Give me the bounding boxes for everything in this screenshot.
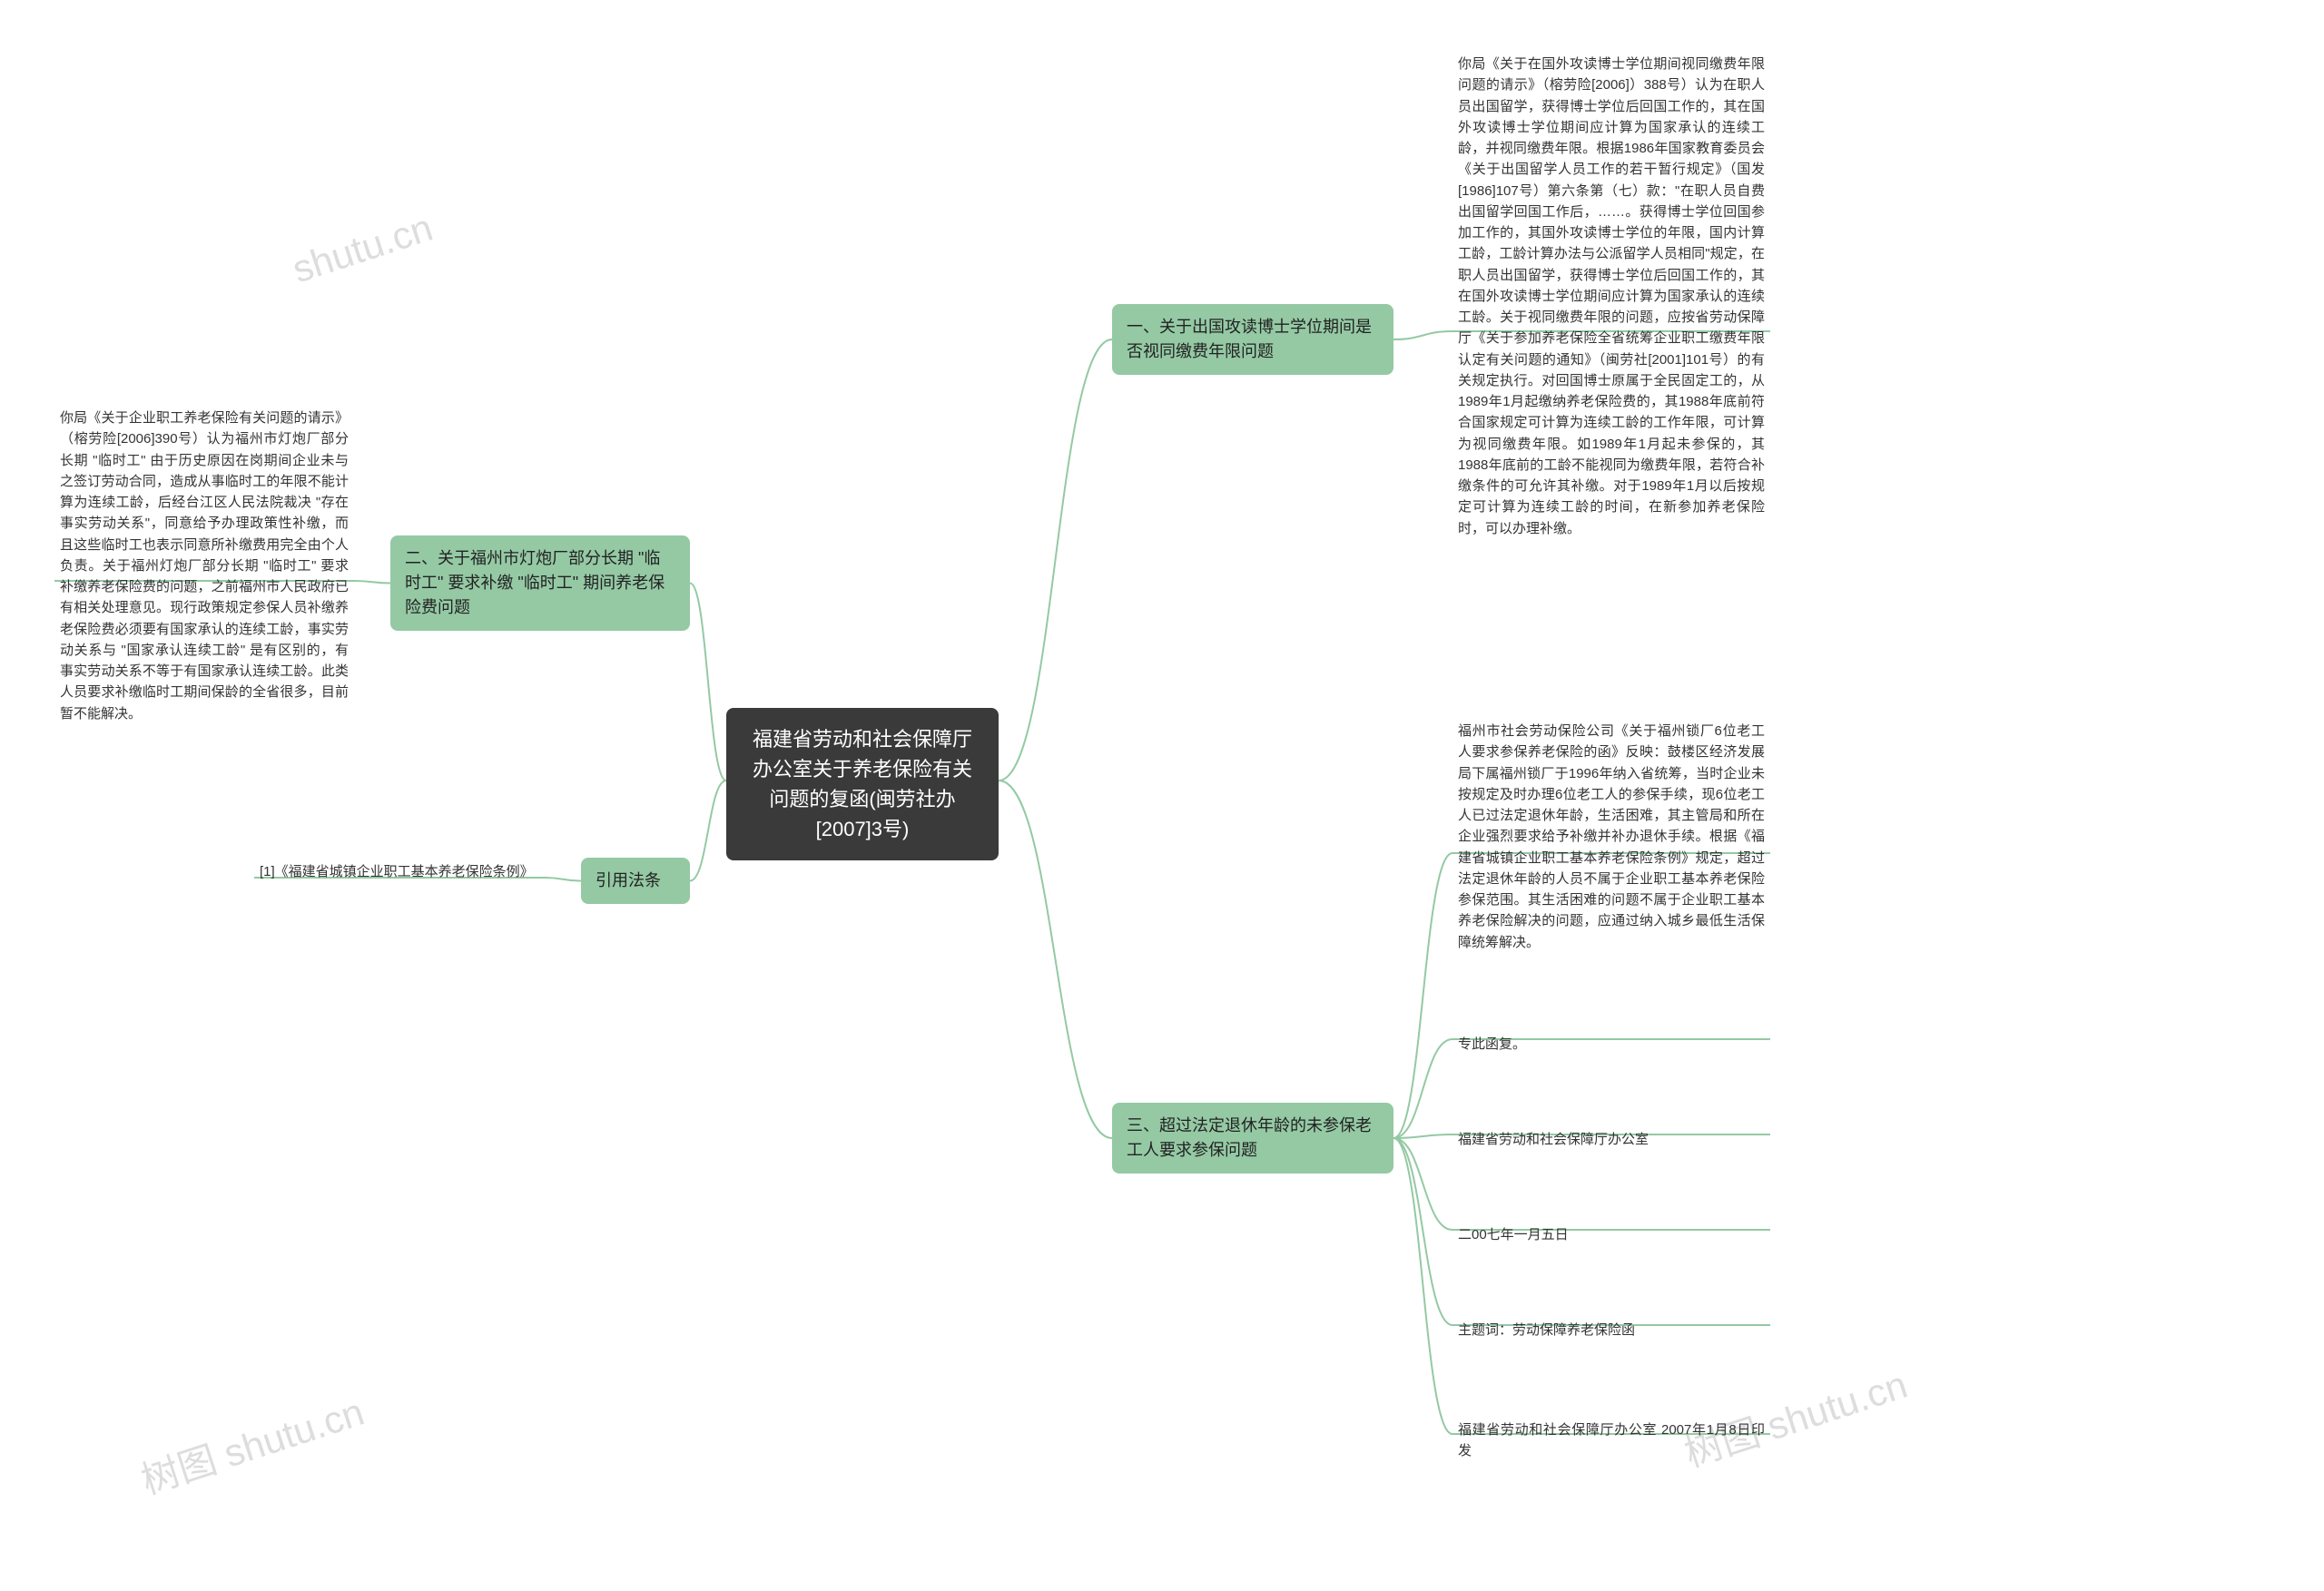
leaf-b3-4: 主题词：劳动保障养老保险函 <box>1452 1316 1770 1344</box>
watermark-2: 树图 shutu.cn <box>133 1381 370 1506</box>
branch-b3: 三、超过法定退休年龄的未参保老工人要求参保问题 <box>1112 1103 1393 1174</box>
branch-b1: 一、关于出国攻读博士学位期间是否视同缴费年限问题 <box>1112 304 1393 375</box>
leaf-b4-0: [1]《福建省城镇企业职工基本养老保险条例》 <box>254 858 545 886</box>
branch-b4: 引用法条 <box>581 858 690 904</box>
edges-layer <box>0 0 2324 1591</box>
leaf-b3-1: 专此函复。 <box>1452 1030 1770 1058</box>
leaf-b2-0: 你局《关于企业职工养老保险有关问题的请示》（榕劳险[2006]390号）认为福州… <box>54 404 354 728</box>
branch-b2: 二、关于福州市灯炮厂部分长期 "临时工" 要求补缴 "临时工" 期间养老保险费问… <box>390 535 690 631</box>
leaf-b3-5: 福建省劳动和社会保障厅办公室 2007年1月8日印发 <box>1452 1416 1770 1466</box>
watermark-1: shutu.cn <box>287 206 438 292</box>
leaf-b3-2: 福建省劳动和社会保障厅办公室 <box>1452 1125 1770 1154</box>
root-node: 福建省劳动和社会保障厅办公室关于养老保险有关问题的复函(闽劳社办[2007]3号… <box>726 708 999 860</box>
leaf-b3-0: 福州市社会劳动保险公司《关于福州锁厂6位老工人要求参保养老保险的函》反映：鼓楼区… <box>1452 717 1770 957</box>
leaf-b3-3: 二00七年一月五日 <box>1452 1221 1770 1249</box>
leaf-b1-0: 你局《关于在国外攻读博士学位期间视同缴费年限问题的请示》（榕劳险[2006]）3… <box>1452 50 1770 543</box>
